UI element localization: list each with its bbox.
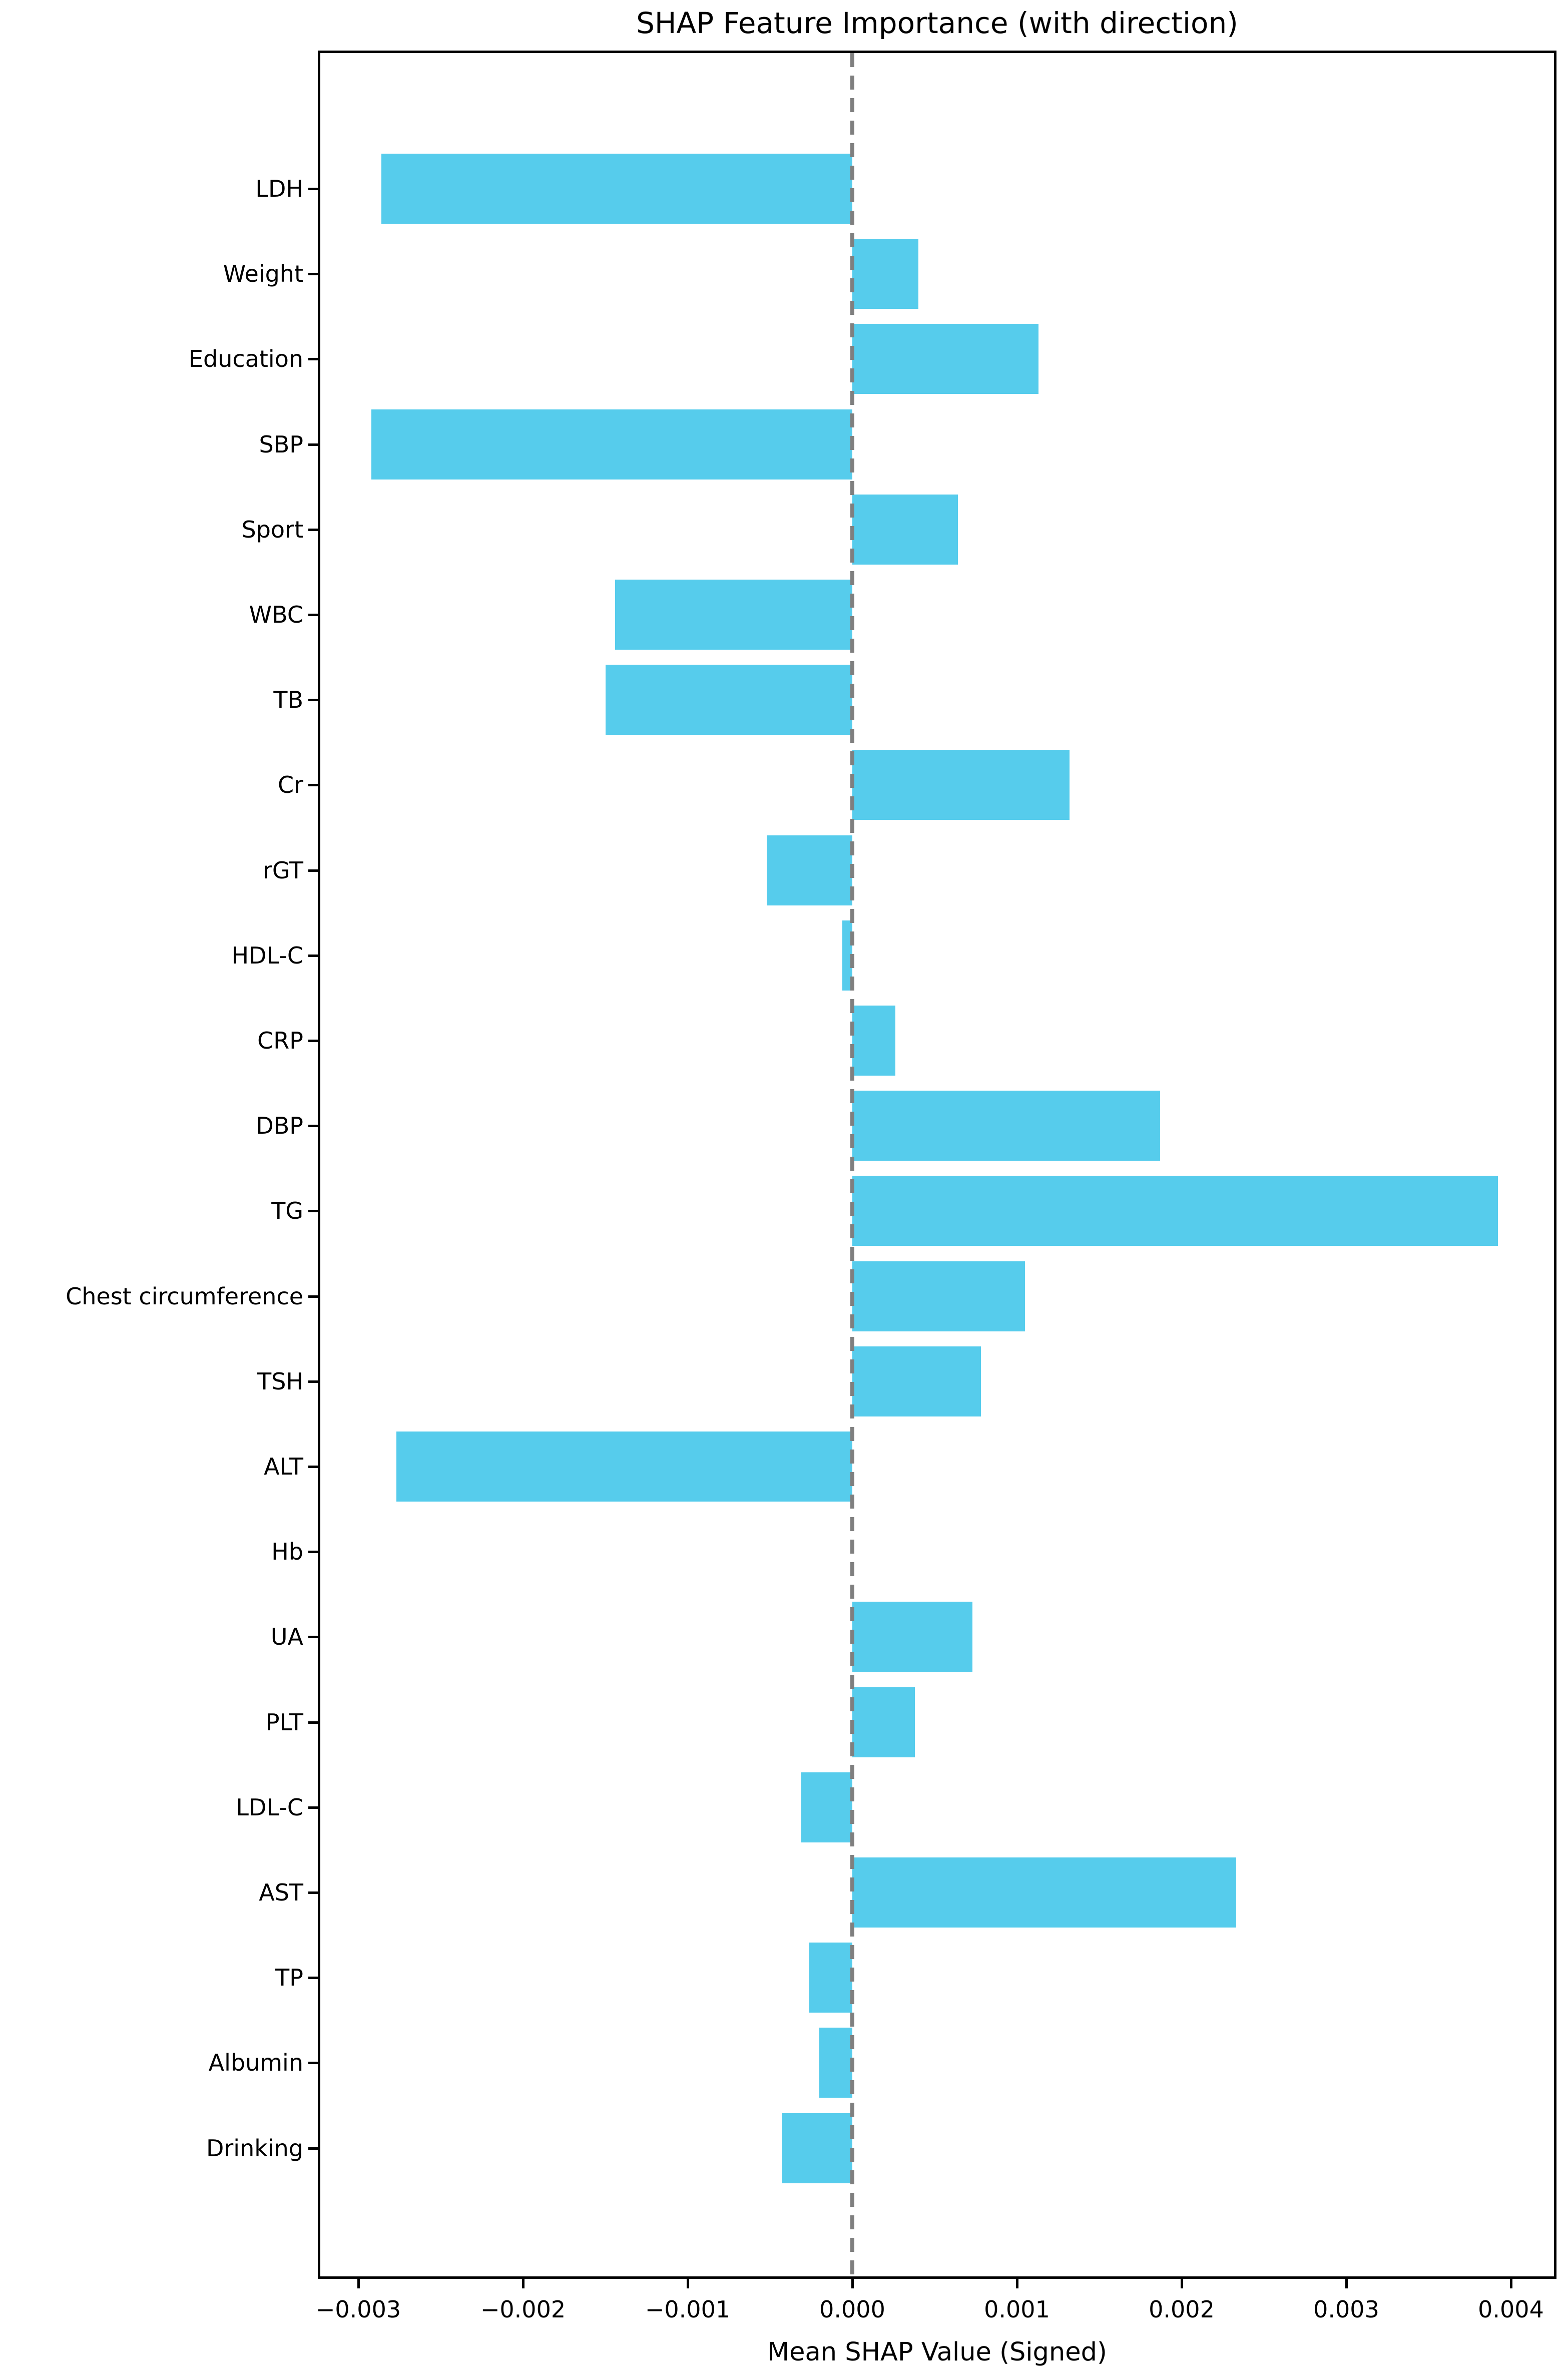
y-tick (308, 443, 320, 446)
bar-LDH (381, 154, 852, 224)
bar-ALT (396, 1432, 852, 1502)
y-tick (308, 1466, 320, 1468)
y-tick (308, 1380, 320, 1383)
bar-TG (852, 1176, 1498, 1246)
y-tick (308, 1210, 320, 1213)
x-tick-label: −0.003 (315, 2296, 401, 2323)
y-tick (308, 1891, 320, 1894)
y-tick-label: TSH (257, 1367, 303, 1395)
bar-Sport (852, 494, 958, 565)
bar-HDL-C (842, 920, 852, 991)
y-tick (308, 699, 320, 702)
y-tick (308, 1551, 320, 1554)
y-tick (308, 869, 320, 872)
bar-TSH (852, 1346, 981, 1416)
y-tick (308, 1977, 320, 1980)
y-tick-label: Weight (223, 260, 303, 288)
chart-title: SHAP Feature Importance (with direction) (636, 6, 1238, 40)
y-tick-label: Cr (277, 771, 303, 799)
y-tick-label: UA (270, 1623, 303, 1651)
y-tick-label: PLT (265, 1708, 303, 1736)
x-tick (687, 2276, 689, 2288)
x-tick-label: 0.002 (1149, 2296, 1215, 2323)
y-tick-label: LDH (255, 175, 303, 202)
y-tick (308, 358, 320, 361)
bar-rGT (766, 835, 852, 905)
bar-CRP (852, 1006, 895, 1076)
y-tick (308, 1125, 320, 1128)
x-tick (522, 2276, 525, 2288)
x-tick-label: 0.004 (1478, 2296, 1544, 2323)
y-tick (308, 528, 320, 531)
y-tick-label: Drinking (206, 2134, 303, 2162)
y-tick-label: Chest circumference (66, 1282, 303, 1310)
y-tick (308, 1040, 320, 1042)
y-tick-label: Sport (241, 516, 304, 543)
y-tick (308, 1636, 320, 1639)
y-tick (308, 273, 320, 276)
y-tick (308, 1295, 320, 1298)
bar-PLT (852, 1687, 915, 1757)
x-tick-label: −0.001 (645, 2296, 731, 2323)
x-tick (357, 2276, 360, 2288)
y-tick (308, 2147, 320, 2150)
y-tick-label: LDL-C (236, 1793, 303, 1821)
y-tick-label: Albumin (208, 2049, 303, 2077)
y-tick-label: Education (188, 345, 303, 373)
y-tick-label: rGT (262, 856, 303, 884)
y-tick (308, 614, 320, 616)
y-tick-label: AST (259, 1879, 303, 1906)
y-tick-label: TB (273, 686, 303, 714)
x-tick (1510, 2276, 1512, 2288)
bar-LDL-C (801, 1772, 852, 1842)
y-tick-label: HDL-C (231, 941, 303, 969)
bar-Albumin (819, 2028, 852, 2098)
y-tick-label: WBC (249, 601, 303, 628)
zero-reference-line (850, 53, 854, 2276)
y-tick (308, 188, 320, 190)
x-tick-label: 0.003 (1313, 2296, 1379, 2323)
y-tick (308, 954, 320, 957)
bar-AST (852, 1857, 1236, 1928)
bar-DBP (852, 1091, 1161, 1161)
x-axis-title: Mean SHAP Value (Signed) (767, 2337, 1107, 2367)
bar-Education (852, 324, 1038, 394)
bar-SBP (371, 409, 852, 480)
x-tick (851, 2276, 854, 2288)
plot-area (320, 53, 1554, 2276)
bar-Weight (852, 239, 918, 309)
bar-Chest circumference (852, 1261, 1025, 1331)
x-tick (1016, 2276, 1018, 2288)
y-tick-label: DBP (256, 1112, 303, 1140)
x-tick (1181, 2276, 1183, 2288)
bar-UA (852, 1602, 973, 1672)
y-tick (308, 1806, 320, 1809)
bar-Cr (852, 750, 1070, 820)
bar-TP (809, 1943, 852, 2013)
y-tick-label: SBP (259, 430, 304, 458)
bar-WBC (615, 580, 852, 650)
y-tick-label: ALT (264, 1453, 303, 1480)
y-tick-label: TP (275, 1964, 303, 1992)
bar-TB (605, 665, 852, 735)
x-tick-label: −0.002 (480, 2296, 566, 2323)
x-tick (1345, 2276, 1348, 2288)
y-tick-label: Hb (271, 1538, 303, 1566)
x-tick-label: 0.000 (819, 2296, 885, 2323)
y-tick-label: TG (271, 1197, 303, 1225)
y-tick (308, 784, 320, 787)
x-tick-label: 0.001 (984, 2296, 1050, 2323)
y-tick (308, 2062, 320, 2065)
bar-Drinking (781, 2113, 852, 2183)
y-tick-label: CRP (257, 1027, 303, 1054)
y-tick (308, 1721, 320, 1724)
